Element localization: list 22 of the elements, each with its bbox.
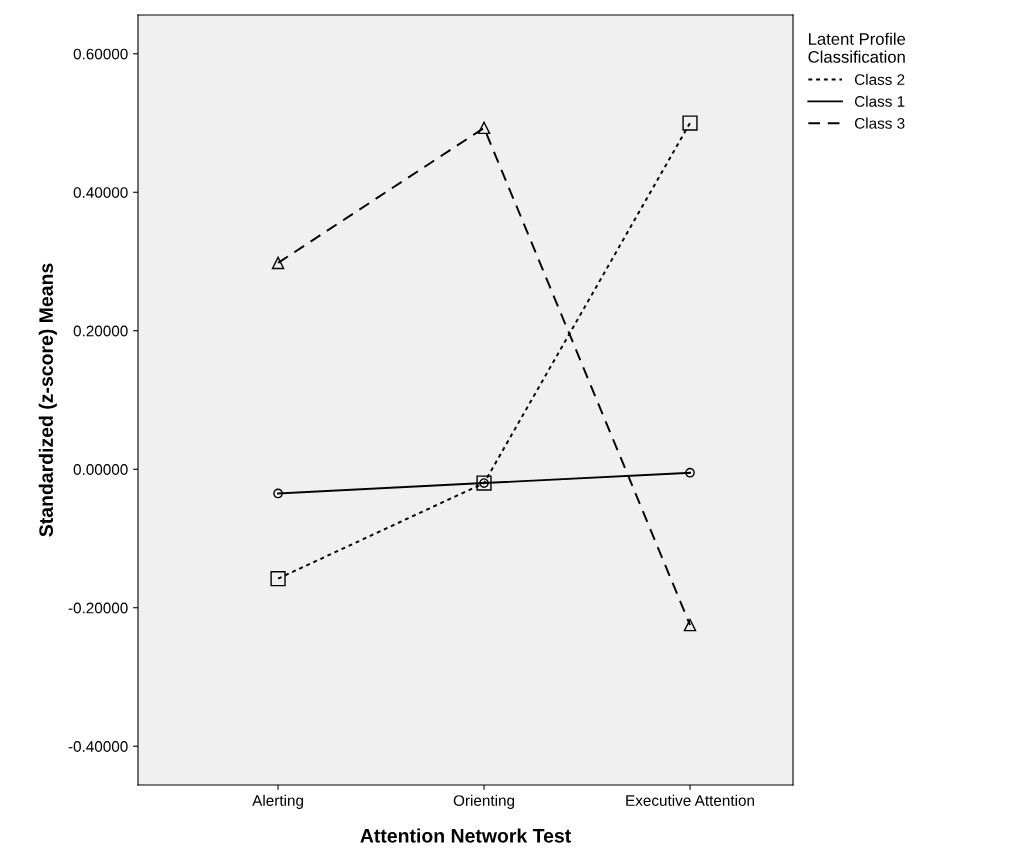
y-tick-label: -0.20000: [68, 602, 128, 614]
y-tick-label: 0.00000: [73, 464, 128, 475]
x-tick-label: Alerting: [252, 794, 303, 809]
legend-title: Latent Profile Classification: [808, 32, 906, 63]
y-axis-title: Standardized (z-score) Means: [38, 263, 57, 537]
y-tick-label: 0.20000: [73, 325, 128, 337]
legend-label: Class 1: [854, 95, 905, 107]
x-tick-label: Orienting: [453, 794, 515, 809]
y-tick-label: 0.40000: [73, 187, 128, 198]
point: [270, 571, 286, 587]
legend-label: Class 3: [854, 117, 905, 129]
point: [685, 467, 695, 478]
point: [273, 488, 283, 499]
point: [271, 256, 285, 270]
legend-label: Class 2: [854, 73, 905, 85]
y-tick-label: -0.40000: [68, 741, 128, 752]
point: [477, 121, 491, 135]
point: [683, 618, 697, 632]
x-axis-title: Attention Network Test: [360, 828, 571, 843]
y-tick-label: 0.60000: [73, 48, 128, 60]
x-tick-label: Executive Attention: [626, 794, 754, 806]
point: [682, 115, 698, 131]
